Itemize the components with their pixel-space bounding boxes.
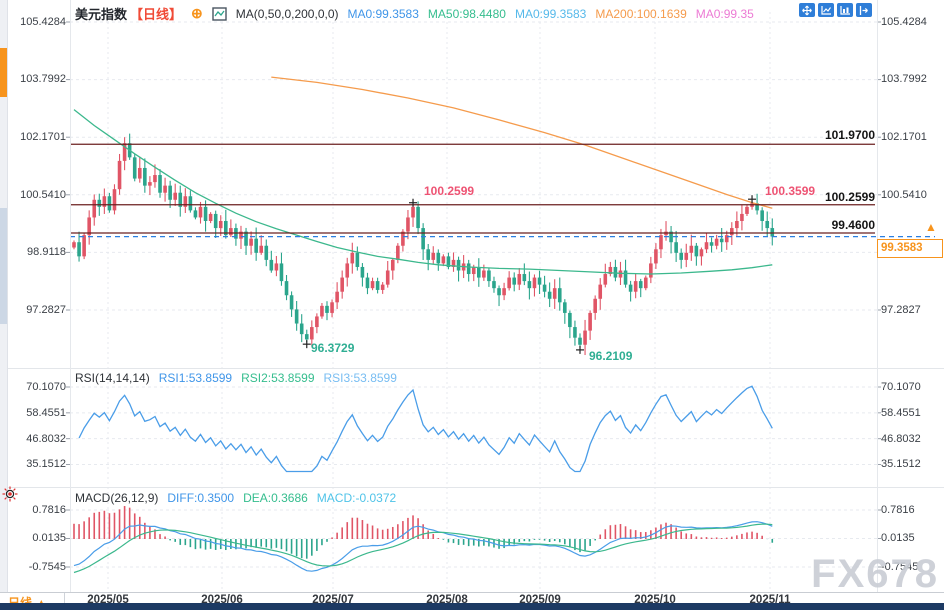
pane-separator — [0, 487, 944, 488]
price-tick: 100.5410 — [881, 189, 927, 201]
add-indicator-icon[interactable]: ⊕ — [191, 5, 203, 21]
scrollbar-thumb-gray[interactable] — [0, 208, 7, 324]
macd-tick: 0.7816 — [881, 504, 915, 516]
rsi1-value: RSI1:53.8599 — [158, 371, 233, 385]
level-label-100-26: 100.2599 — [824, 190, 875, 204]
level-label-101-97: 101.9700 — [824, 128, 875, 142]
rsi3-value: RSI3:53.8599 — [323, 371, 397, 385]
chart-style-icon[interactable] — [212, 6, 227, 21]
rsi-tick: 58.4551 — [26, 407, 66, 419]
macd-value: MACD:-0.0372 — [316, 491, 397, 505]
rsi-tick: 46.8032 — [26, 433, 66, 445]
pan-icon[interactable] — [799, 3, 815, 17]
pane-separator — [0, 368, 944, 369]
go-latest-icon[interactable] — [856, 3, 872, 17]
rsi-settings-label: RSI(14,14,14) — [75, 371, 150, 385]
axis-border-left — [70, 0, 71, 592]
price-tick: 100.5410 — [20, 189, 66, 201]
ma50-value: MA50:98.4480 — [427, 6, 506, 21]
price-tick: 105.4284 — [20, 16, 66, 28]
macd-settings-label: MACD(26,12,9) — [75, 491, 159, 505]
swing-low-label: 96.3729 — [311, 341, 355, 355]
divider — [64, 593, 65, 605]
ma200-value: MA200:100.1639 — [595, 6, 687, 21]
watermark: FX678 — [811, 552, 939, 596]
macd-tick: 0.0135 — [881, 532, 915, 544]
price-tick: 97.2827 — [881, 304, 921, 316]
rsi2-value: RSI2:53.8599 — [241, 371, 315, 385]
rsi-tick: 46.8032 — [881, 433, 921, 445]
main-chart-header: 美元指数 【日线】 ⊕ MA(0,50,0,200,0,0) MA0:99.358… — [75, 4, 754, 23]
ma0b-value: MA0:99.3583 — [514, 6, 587, 21]
rsi-tick: 70.1070 — [881, 381, 921, 393]
timeframe-tag: 【日线】 — [130, 7, 183, 22]
left-scrollbar-track[interactable] — [0, 0, 8, 592]
price-tick: 102.1701 — [20, 131, 66, 143]
level-label-99-46: 99.4600 — [831, 218, 875, 232]
fit-scale-icon[interactable] — [818, 3, 834, 17]
rsi-tick: 70.1070 — [26, 381, 66, 393]
scrollbar-thumb-orange[interactable] — [0, 48, 7, 97]
price-tick: 102.1701 — [881, 131, 927, 143]
chart-canvas[interactable] — [0, 0, 944, 592]
macd-tick: 0.0135 — [32, 532, 66, 544]
price-tick: 98.9118 — [27, 246, 66, 258]
indicator-settings-icon[interactable] — [2, 486, 18, 502]
price-up-arrow-icon: ▲ — [925, 220, 937, 234]
current-price-tag: 99.3583 — [877, 239, 943, 258]
rsi-header: RSI(14,14,14) RSI1:53.8599 RSI2:53.8599 … — [75, 371, 397, 385]
ma-settings-label: MA(0,50,0,200,0,0) — [235, 6, 339, 21]
bottom-edge-bar — [0, 603, 944, 610]
macd-header: MACD(26,12,9) DIFF:0.3500 DEA:0.3686 MAC… — [75, 491, 396, 505]
swing-high-label: 100.3599 — [765, 184, 816, 198]
price-tick: 105.4284 — [881, 16, 927, 28]
rsi-tick: 58.4551 — [881, 407, 921, 419]
macd-tick: 0.7816 — [32, 504, 66, 516]
swing-low-label: 96.2109 — [589, 349, 633, 363]
swing-high-label: 100.2599 — [424, 184, 475, 198]
chart-toolbar — [799, 3, 872, 17]
axis-border-right — [877, 0, 878, 592]
price-tick: 103.7992 — [881, 73, 927, 85]
lock-scale-icon[interactable] — [837, 3, 853, 17]
rsi-tick: 35.1512 — [26, 458, 66, 470]
ma0-value: MA0:99.3583 — [347, 6, 419, 21]
diff-value: DIFF:0.3500 — [167, 491, 235, 505]
rsi-tick: 35.1512 — [881, 458, 921, 470]
macd-tick: -0.7545 — [28, 561, 66, 573]
price-tick: 97.2827 — [26, 304, 66, 316]
price-tick: 103.7992 — [20, 73, 66, 85]
macd-tick: -0.7545 — [881, 561, 919, 573]
instrument-title: 美元指数 — [75, 7, 128, 22]
dea-value: DEA:0.3686 — [243, 491, 308, 505]
ma0c-value: MA0:99.35 — [695, 6, 754, 21]
